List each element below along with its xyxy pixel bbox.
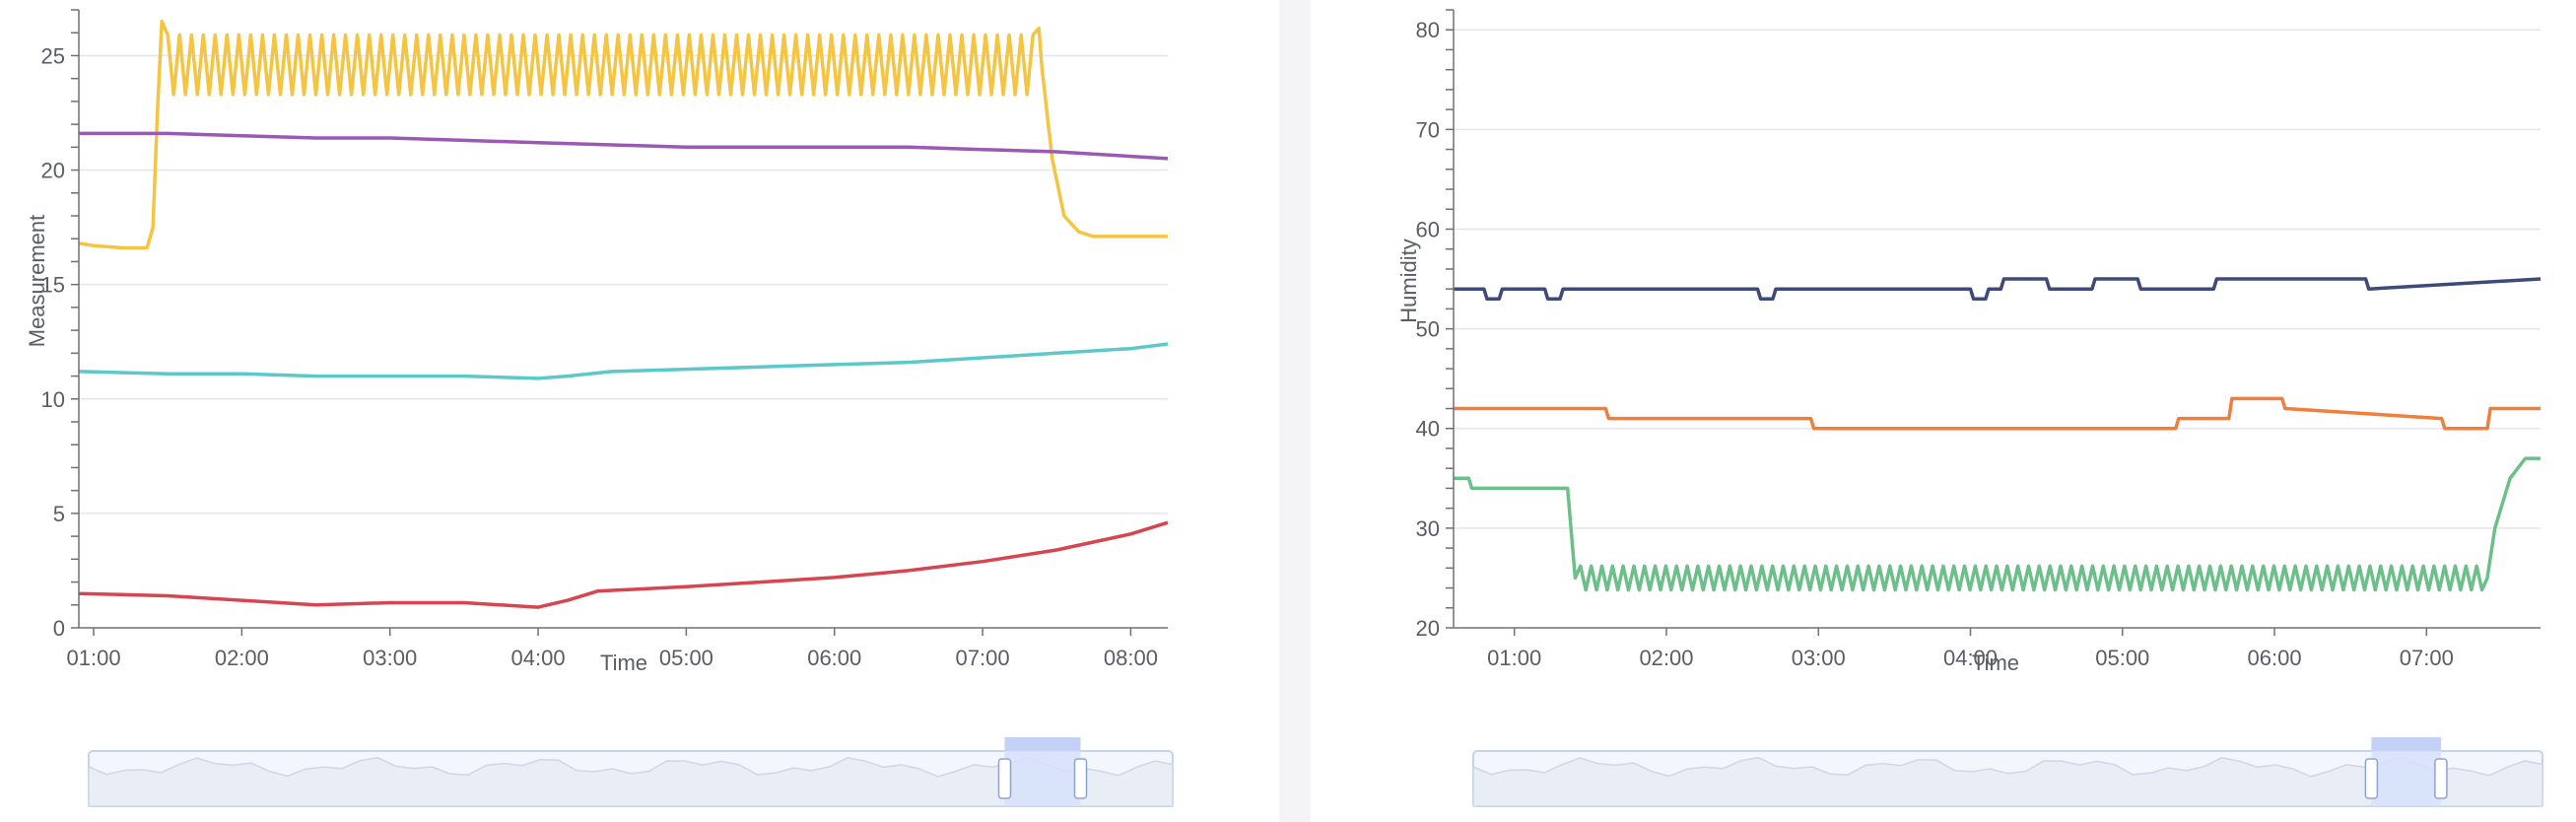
series-lines [78, 19, 1169, 609]
y-tick-label: 25 [41, 43, 65, 68]
x-tick-label: 08:00 [1104, 646, 1158, 670]
x-tick-label: 01:00 [67, 646, 121, 670]
chart-panel-right: 20 30 40 50 60 70 80 01:00 02:00 03:00 04:00 05:00 0… [1311, 0, 2576, 822]
series-line-0 [1454, 277, 2542, 302]
y-tick-label: 5 [53, 502, 65, 526]
x-tick-label: 02:00 [215, 646, 269, 670]
x-axis-title: Time [1972, 651, 2019, 675]
x-tick-label: 01:00 [1487, 646, 1541, 670]
slider-window-handle [1004, 737, 1081, 751]
y-tick-label: 10 [41, 387, 65, 412]
x-tick-label: 06:00 [2248, 646, 2302, 670]
slider-handle-left[interactable] [997, 758, 1012, 799]
y-tick-label: 70 [1416, 117, 1440, 142]
series-line-1 [1454, 396, 2541, 431]
humidity-chart: 20 30 40 50 60 70 80 01:00 02:00 03:00 04:00 05:00 0… [1396, 9, 2543, 807]
slider-window [1004, 751, 1081, 806]
x-tick-label: 06:00 [807, 646, 861, 670]
zoom-slider[interactable] [88, 737, 1174, 807]
axes [78, 10, 1168, 629]
y-tick-label: 40 [1416, 417, 1440, 442]
y-tick-label: 80 [1416, 18, 1440, 42]
x-tick-label: 03:00 [363, 646, 417, 670]
series-line-2 [78, 342, 1169, 380]
x-axis-title: Time [600, 651, 647, 675]
ticks: 0 5 10 15 20 25 01:00 02:00 03:00 04:00 05:00 06:00… [41, 9, 1158, 670]
x-tick-label: 07:00 [956, 646, 1010, 670]
chart-panel-left: 0 5 10 15 20 25 01:00 02:00 03:00 04:00 05:00 06:00… [0, 0, 1279, 822]
series-lines [1454, 277, 2542, 592]
grid [1454, 29, 2541, 529]
y-axis-title: Humidity [1396, 239, 1421, 323]
slider-handle-right[interactable] [2434, 758, 2448, 799]
grid [79, 54, 1168, 514]
series-line-3 [78, 520, 1169, 609]
slider-handle-right[interactable] [1073, 758, 1088, 799]
ticks: 20 30 40 50 60 70 80 01:00 02:00 03:00 04:00 05:00 0… [1416, 9, 2454, 670]
slider-handle-left[interactable] [2364, 758, 2379, 799]
y-tick-label: 30 [1416, 516, 1440, 541]
measurement-chart: 0 5 10 15 20 25 01:00 02:00 03:00 04:00 05:00 06:00… [25, 9, 1174, 807]
y-tick-label: 20 [1416, 616, 1440, 641]
series-line-0 [78, 19, 1168, 250]
y-tick-label: 50 [1416, 317, 1440, 342]
y-tick-label: 20 [41, 159, 65, 183]
series-line-1 [79, 131, 1169, 161]
x-tick-label: 04:00 [511, 646, 566, 670]
x-tick-label: 03:00 [1792, 646, 1846, 670]
y-axis-title: Measurement [25, 215, 49, 348]
x-tick-label: 02:00 [1639, 646, 1693, 670]
y-tick-label: 0 [53, 616, 65, 641]
x-tick-label: 05:00 [659, 646, 713, 670]
zoom-slider[interactable] [1472, 737, 2543, 807]
slider-window-handle [2371, 737, 2441, 751]
x-tick-label: 05:00 [2095, 646, 2149, 670]
y-tick-label: 15 [41, 273, 65, 298]
slider-window [2371, 751, 2441, 806]
axes [1453, 10, 2541, 629]
series-line-2 [1454, 456, 2541, 592]
x-tick-label: 04:00 [1943, 646, 1998, 670]
x-tick-label: 07:00 [2400, 646, 2454, 670]
y-tick-label: 60 [1416, 217, 1440, 241]
